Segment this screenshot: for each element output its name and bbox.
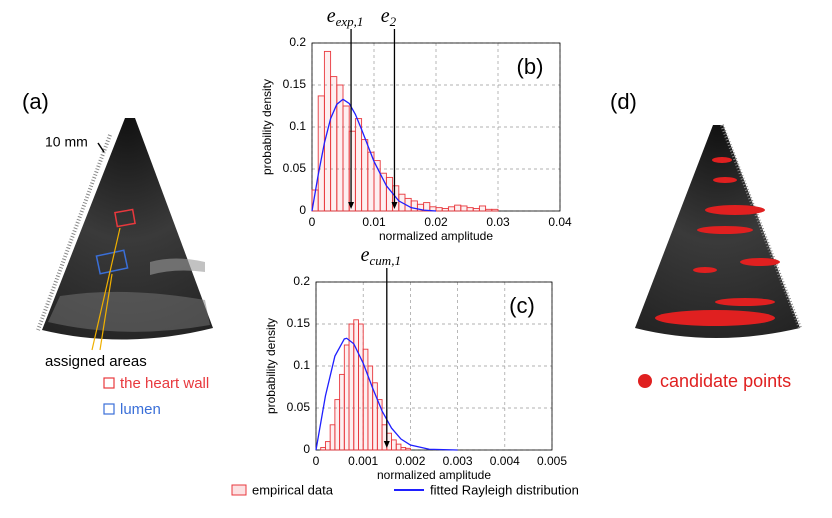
arrow-head [348,202,355,209]
histogram-bar [385,176,394,212]
legend-label: the heart wall [120,375,209,392]
histogram-bar [441,208,449,212]
scale-pointer [97,142,105,153]
fitted-curve [311,98,437,212]
histogram-bar [454,204,462,212]
histogram-bar [376,399,383,451]
x-tick-label: 0.002 [395,454,425,468]
histogram-bar [405,447,411,451]
x-tick-label: 0.03 [486,215,510,229]
x-tick-label: 0.005 [537,454,567,468]
histogram-bar [466,207,474,212]
histogram-bar [329,424,336,451]
x-tick-label: 0.001 [348,454,378,468]
x-tick-label: 0 [313,454,320,468]
y-tick-label: 0.05 [283,161,307,175]
histogram-bar [342,105,350,212]
arrow-head [391,202,398,209]
histogram-bar [339,373,345,451]
x-tick-label: 0.04 [548,215,572,229]
histogram-bar [435,207,443,212]
histogram-bar [478,205,487,212]
legend-label: candidate points [660,371,791,391]
ultrasound-feature [150,258,205,275]
histogram-bar [491,208,499,212]
panel-label: (d) [610,89,637,114]
candidate-regions [655,157,780,326]
histogram-bar [358,323,364,451]
annotation: assigned areas [45,353,147,370]
histogram-bar [353,319,359,451]
y-tick-label: 0.05 [287,400,311,414]
histogram-bar [447,206,456,212]
annotation-subscript: cum,1 [370,253,401,268]
histogram-bar [400,447,407,451]
histogram-bar [485,208,493,212]
scale-label: 10 mm [45,134,88,150]
panel-label: (a) [22,89,49,114]
legend-swatch [103,403,115,415]
lumen-box [95,249,129,275]
annotation-subscript: 2 [390,14,397,29]
x-tick-label: 0.003 [443,454,473,468]
legend-swatch [231,484,247,496]
annotation-symbol: e [381,5,390,27]
y-tick-label: 0.1 [293,358,310,372]
y-tick-label: 0.2 [293,274,310,288]
x-tick-label: 0.004 [490,454,520,468]
histogram-bar [361,139,369,212]
annotation-subscript: exp,1 [336,14,364,29]
histogram-bar [392,185,400,212]
legend-label: lumen [120,401,161,418]
legend-swatch [103,377,115,389]
legend-marker [638,374,652,388]
annotation-label: ecum,1 [361,244,401,268]
y-axis-label: probability density [260,79,274,175]
ultrasound-image [42,118,213,340]
histogram-bar [472,208,480,212]
pointer-arrow [91,227,121,351]
legend-label: fitted Rayleigh distribution [430,482,579,497]
histogram-bar [460,205,468,212]
annotation-symbol: e [327,5,336,27]
pointer-arrow [99,273,113,351]
x-tick-label: 0.02 [424,215,448,229]
y-tick-label: 0.2 [289,35,306,49]
heart-wall-box [114,208,136,228]
panel-label: (b) [517,54,544,79]
histogram-bar [391,439,397,451]
y-tick-label: 0 [299,203,306,217]
y-tick-label: 0 [303,442,310,456]
scale-ruler [720,124,802,329]
histogram-bar [343,344,350,451]
annotation-label: eexp,1 [327,5,364,29]
histogram-bar [330,76,338,212]
histogram-bar [395,443,402,451]
ultrasound-feature [48,291,210,332]
arrow-head [383,441,390,448]
annotation-symbol: e [361,244,370,266]
y-tick-label: 0.15 [287,316,311,330]
annotation-label: e2 [381,5,397,29]
histogram-bar [354,118,363,212]
x-tick-label: 0 [309,215,316,229]
histogram-bar [324,441,331,451]
x-tick-label: 0.01 [362,215,386,229]
x-axis-label: normalized amplitude [379,229,493,243]
histogram-bar [317,95,325,212]
fitted-curve [315,337,458,451]
panel-label: (c) [509,293,535,318]
histogram-bar [348,130,356,212]
histogram-bar [367,151,375,212]
x-axis-label: normalized amplitude [377,468,491,482]
histogram-bar [334,399,341,451]
y-tick-label: 0.1 [289,119,306,133]
y-axis-label: probability density [264,318,278,414]
legend-label: empirical data [252,482,334,497]
y-tick-label: 0.15 [283,77,307,91]
histogram-bar [320,447,326,451]
histogram-bar [410,200,418,212]
